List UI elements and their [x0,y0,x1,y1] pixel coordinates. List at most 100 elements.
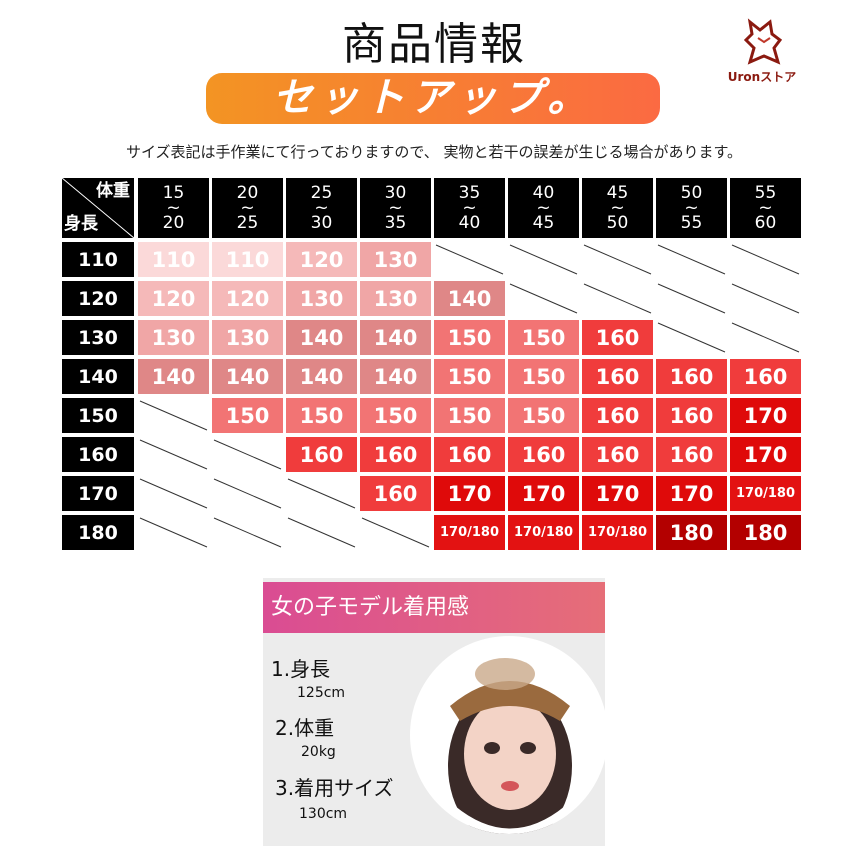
size-cell: 150 [508,398,579,433]
size-cell: 160 [286,437,357,472]
size-cell: 160 [508,437,579,472]
weight-min: 45 [606,182,629,203]
weight-column-header: 55 ~60 [730,178,801,238]
size-cell: 150 [212,398,283,433]
size-cell: 170 [730,437,801,472]
height-row-header: 120 [62,281,134,316]
empty-cell [212,437,283,472]
size-worn-value: 130cm [299,806,348,822]
size-cell: 150 [360,398,431,433]
weight-max: 35 [384,212,407,233]
empty-cell [360,515,431,550]
empty-cell [656,281,727,316]
empty-cell [730,320,801,355]
empty-cell [582,281,653,316]
weight-min: 55 [754,182,777,203]
empty-cell [138,437,209,472]
weight-axis-label: 体重 [96,181,130,201]
size-cell: 170 [656,476,727,511]
weight-max: 20 [162,212,185,233]
size-cell: 160 [434,437,505,472]
size-cell: 170 [508,476,579,511]
weight-column-header: 15 ~20 [138,178,209,238]
corner-diagonal [62,178,134,238]
range-tilde: ~ [388,197,403,218]
range-tilde: ~ [166,197,181,218]
empty-cell [286,476,357,511]
empty-cell [730,242,801,277]
weight-column-header: 25 ~30 [286,178,357,238]
size-cell: 150 [434,359,505,394]
range-tilde: ~ [684,197,699,218]
weight-column-header: 20 ~25 [212,178,283,238]
height-row-header: 180 [62,515,134,550]
size-cell: 140 [286,359,357,394]
model-info-header: 女の子モデル着用感 [263,582,605,633]
size-cell: 110 [138,242,209,277]
weight-max: 25 [236,212,259,233]
size-cell: 130 [360,281,431,316]
size-cell: 170/180 [730,476,801,511]
weight-min: 35 [458,182,481,203]
size-cell: 180 [656,515,727,550]
weight-column-header: 35 ~40 [434,178,505,238]
size-cell: 160 [656,359,727,394]
height-row-header: 160 [62,437,134,472]
height-row-header: 170 [62,476,134,511]
weight-label: 2.体重 [275,716,335,740]
empty-cell [656,320,727,355]
size-cell: 170/180 [582,515,653,550]
height-value: 125cm [297,685,346,701]
empty-cell [138,476,209,511]
size-cell: 140 [360,359,431,394]
table-corner: 体重身長 [62,178,134,238]
weight-min: 30 [384,182,407,203]
range-tilde: ~ [610,197,625,218]
size-cell: 170/180 [434,515,505,550]
weight-max: 55 [680,212,703,233]
model-photo [410,636,608,834]
range-tilde: ~ [240,197,255,218]
size-cell: 180 [730,515,801,550]
size-cell: 120 [138,281,209,316]
empty-cell [508,242,579,277]
size-disclaimer: サイズ表記は手作業にて行っておりますので、 実物と若干の誤差が生じる場合がありま… [125,143,743,161]
size-cell: 170 [730,398,801,433]
weight-column-header: 30 ~35 [360,178,431,238]
size-cell: 160 [360,476,431,511]
size-cell: 120 [212,281,283,316]
height-axis-label: 身長 [64,214,98,234]
size-cell: 140 [434,281,505,316]
weight-max: 50 [606,212,629,233]
size-cell: 170/180 [508,515,579,550]
empty-cell [730,281,801,316]
weight-min: 15 [162,182,185,203]
empty-cell [656,242,727,277]
weight-column-header: 40 ~45 [508,178,579,238]
empty-cell [138,398,209,433]
brand-name: Uronストア [727,70,797,84]
range-tilde: ~ [314,197,329,218]
empty-cell [286,515,357,550]
weight-min: 50 [680,182,703,203]
size-cell: 160 [656,398,727,433]
range-tilde: ~ [758,197,773,218]
weight-max: 45 [532,212,555,233]
brand-logo: Uronストア [722,18,802,88]
range-tilde: ~ [536,197,551,218]
empty-cell [582,242,653,277]
size-cell: 150 [434,320,505,355]
height-row-header: 140 [62,359,134,394]
size-cell: 160 [582,437,653,472]
empty-cell [212,515,283,550]
empty-cell [508,281,579,316]
weight-column-header: 50 ~55 [656,178,727,238]
height-row-header: 150 [62,398,134,433]
weight-min: 20 [236,182,259,203]
page-title: 商品情報 [342,19,526,70]
size-cell: 160 [730,359,801,394]
size-cell: 150 [508,320,579,355]
weight-max: 40 [458,212,481,233]
size-cell: 130 [360,242,431,277]
size-cell: 170 [582,476,653,511]
